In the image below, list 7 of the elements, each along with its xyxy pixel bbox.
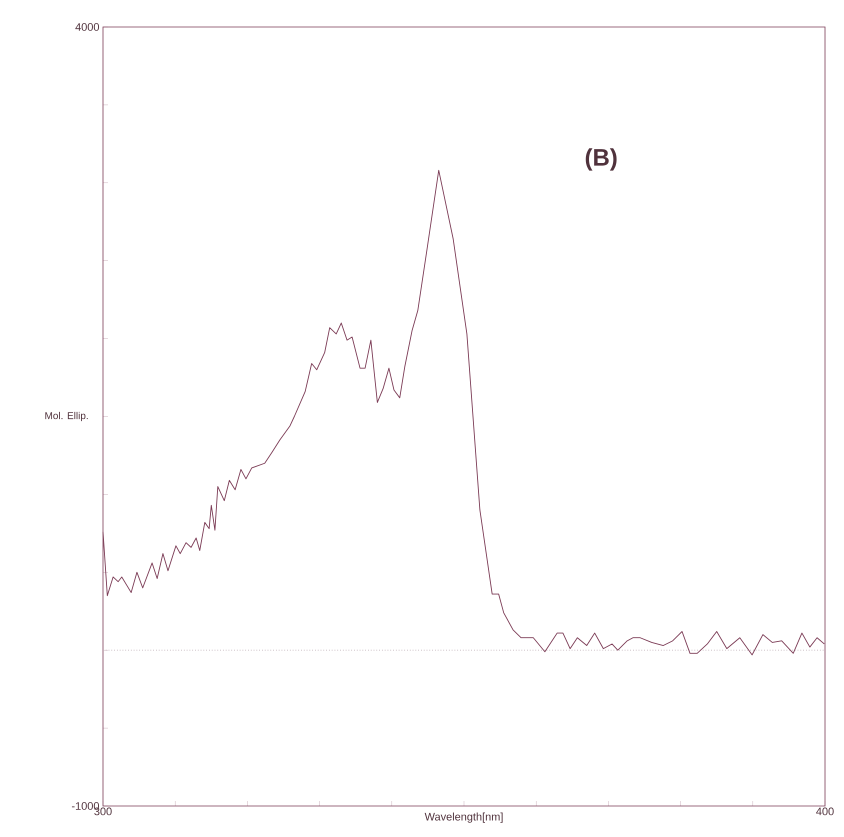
x-tick-label: 300 (94, 808, 112, 816)
x-tick-label: 400 (816, 808, 834, 816)
x-axis-title: Wavelength[nm] (424, 812, 503, 823)
y-tick-label: -1000 (72, 802, 100, 810)
y-tick-label: 4000 (75, 23, 100, 31)
annotation: (B) (586, 148, 617, 171)
y-axis-title: Mol. Ellip. (45, 412, 88, 422)
